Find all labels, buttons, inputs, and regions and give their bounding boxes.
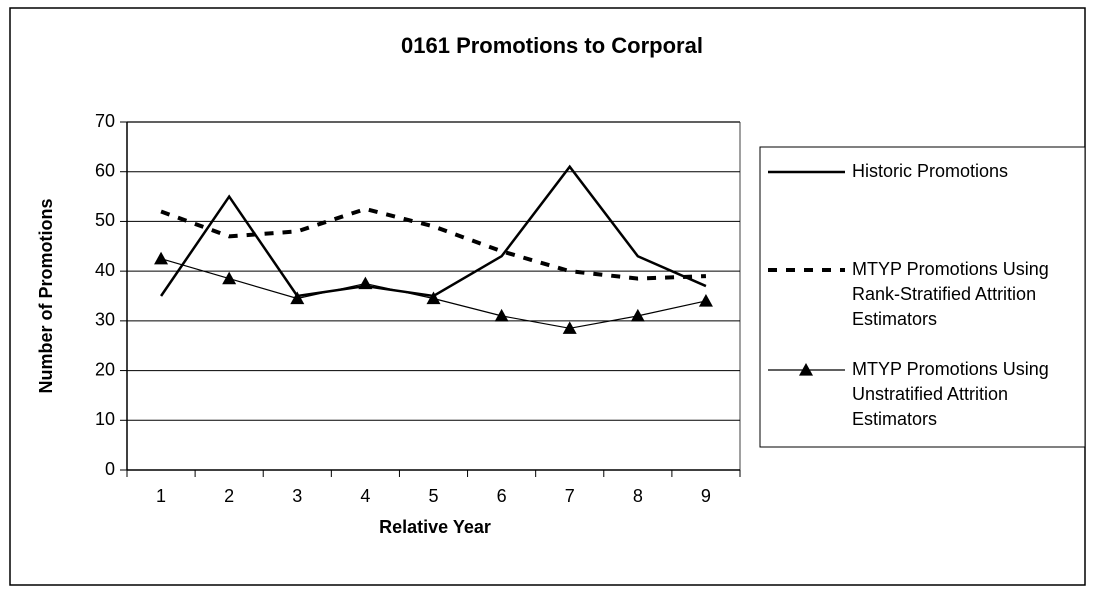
- x-tick-label: 4: [360, 486, 370, 506]
- legend-label: MTYP Promotions Using Rank-Stratified At…: [852, 259, 1054, 329]
- y-tick-label: 70: [95, 111, 115, 131]
- x-tick-label: 7: [565, 486, 575, 506]
- y-tick-label: 50: [95, 210, 115, 230]
- series-line: [160, 206, 707, 281]
- legend-label-line: Rank-Stratified Attrition: [852, 284, 1041, 304]
- x-tick-label: 8: [633, 486, 643, 506]
- y-tick-label: 0: [105, 459, 115, 479]
- legend-label-line: Historic Promotions: [852, 161, 1008, 181]
- data-point: [494, 308, 509, 322]
- x-tick-label: 6: [497, 486, 507, 506]
- y-tick-label: 20: [95, 359, 115, 379]
- x-tick-label: 5: [428, 486, 438, 506]
- data-point: [698, 293, 713, 307]
- y-tick-label: 60: [95, 160, 115, 180]
- x-tick-label: 3: [292, 486, 302, 506]
- x-axis-label: Relative Year: [379, 517, 491, 537]
- legend-label-line: Estimators: [852, 409, 937, 429]
- legend-label-line: MTYP Promotions Using: [852, 359, 1054, 379]
- data-point: [562, 321, 577, 334]
- data-point: [426, 291, 441, 305]
- x-tick-label: 9: [701, 486, 711, 506]
- x-tick-label: 2: [224, 486, 234, 506]
- y-tick-label: 40: [95, 260, 115, 280]
- chart-title: 0161 Promotions to Corporal: [401, 33, 703, 58]
- data-point: [630, 308, 645, 322]
- y-axis-label: Number of Promotions: [36, 198, 56, 393]
- legend-label-line: Unstratified Attrition: [852, 384, 1013, 404]
- x-tick-label: 1: [156, 486, 166, 506]
- legend-label-line: Estimators: [852, 309, 937, 329]
- legend-label: Historic Promotions: [852, 161, 1008, 181]
- y-tick-label: 10: [95, 409, 115, 429]
- data-point: [358, 276, 373, 290]
- y-tick-label: 30: [95, 310, 115, 330]
- data-point: [222, 271, 237, 285]
- legend-label: MTYP Promotions Using Unstratified Attri…: [852, 359, 1054, 429]
- data-point: [154, 251, 169, 265]
- legend-label-line: MTYP Promotions Using: [852, 259, 1054, 279]
- legend-box: [759, 146, 1086, 448]
- legend-marker: [799, 363, 813, 376]
- data-point: [290, 291, 305, 305]
